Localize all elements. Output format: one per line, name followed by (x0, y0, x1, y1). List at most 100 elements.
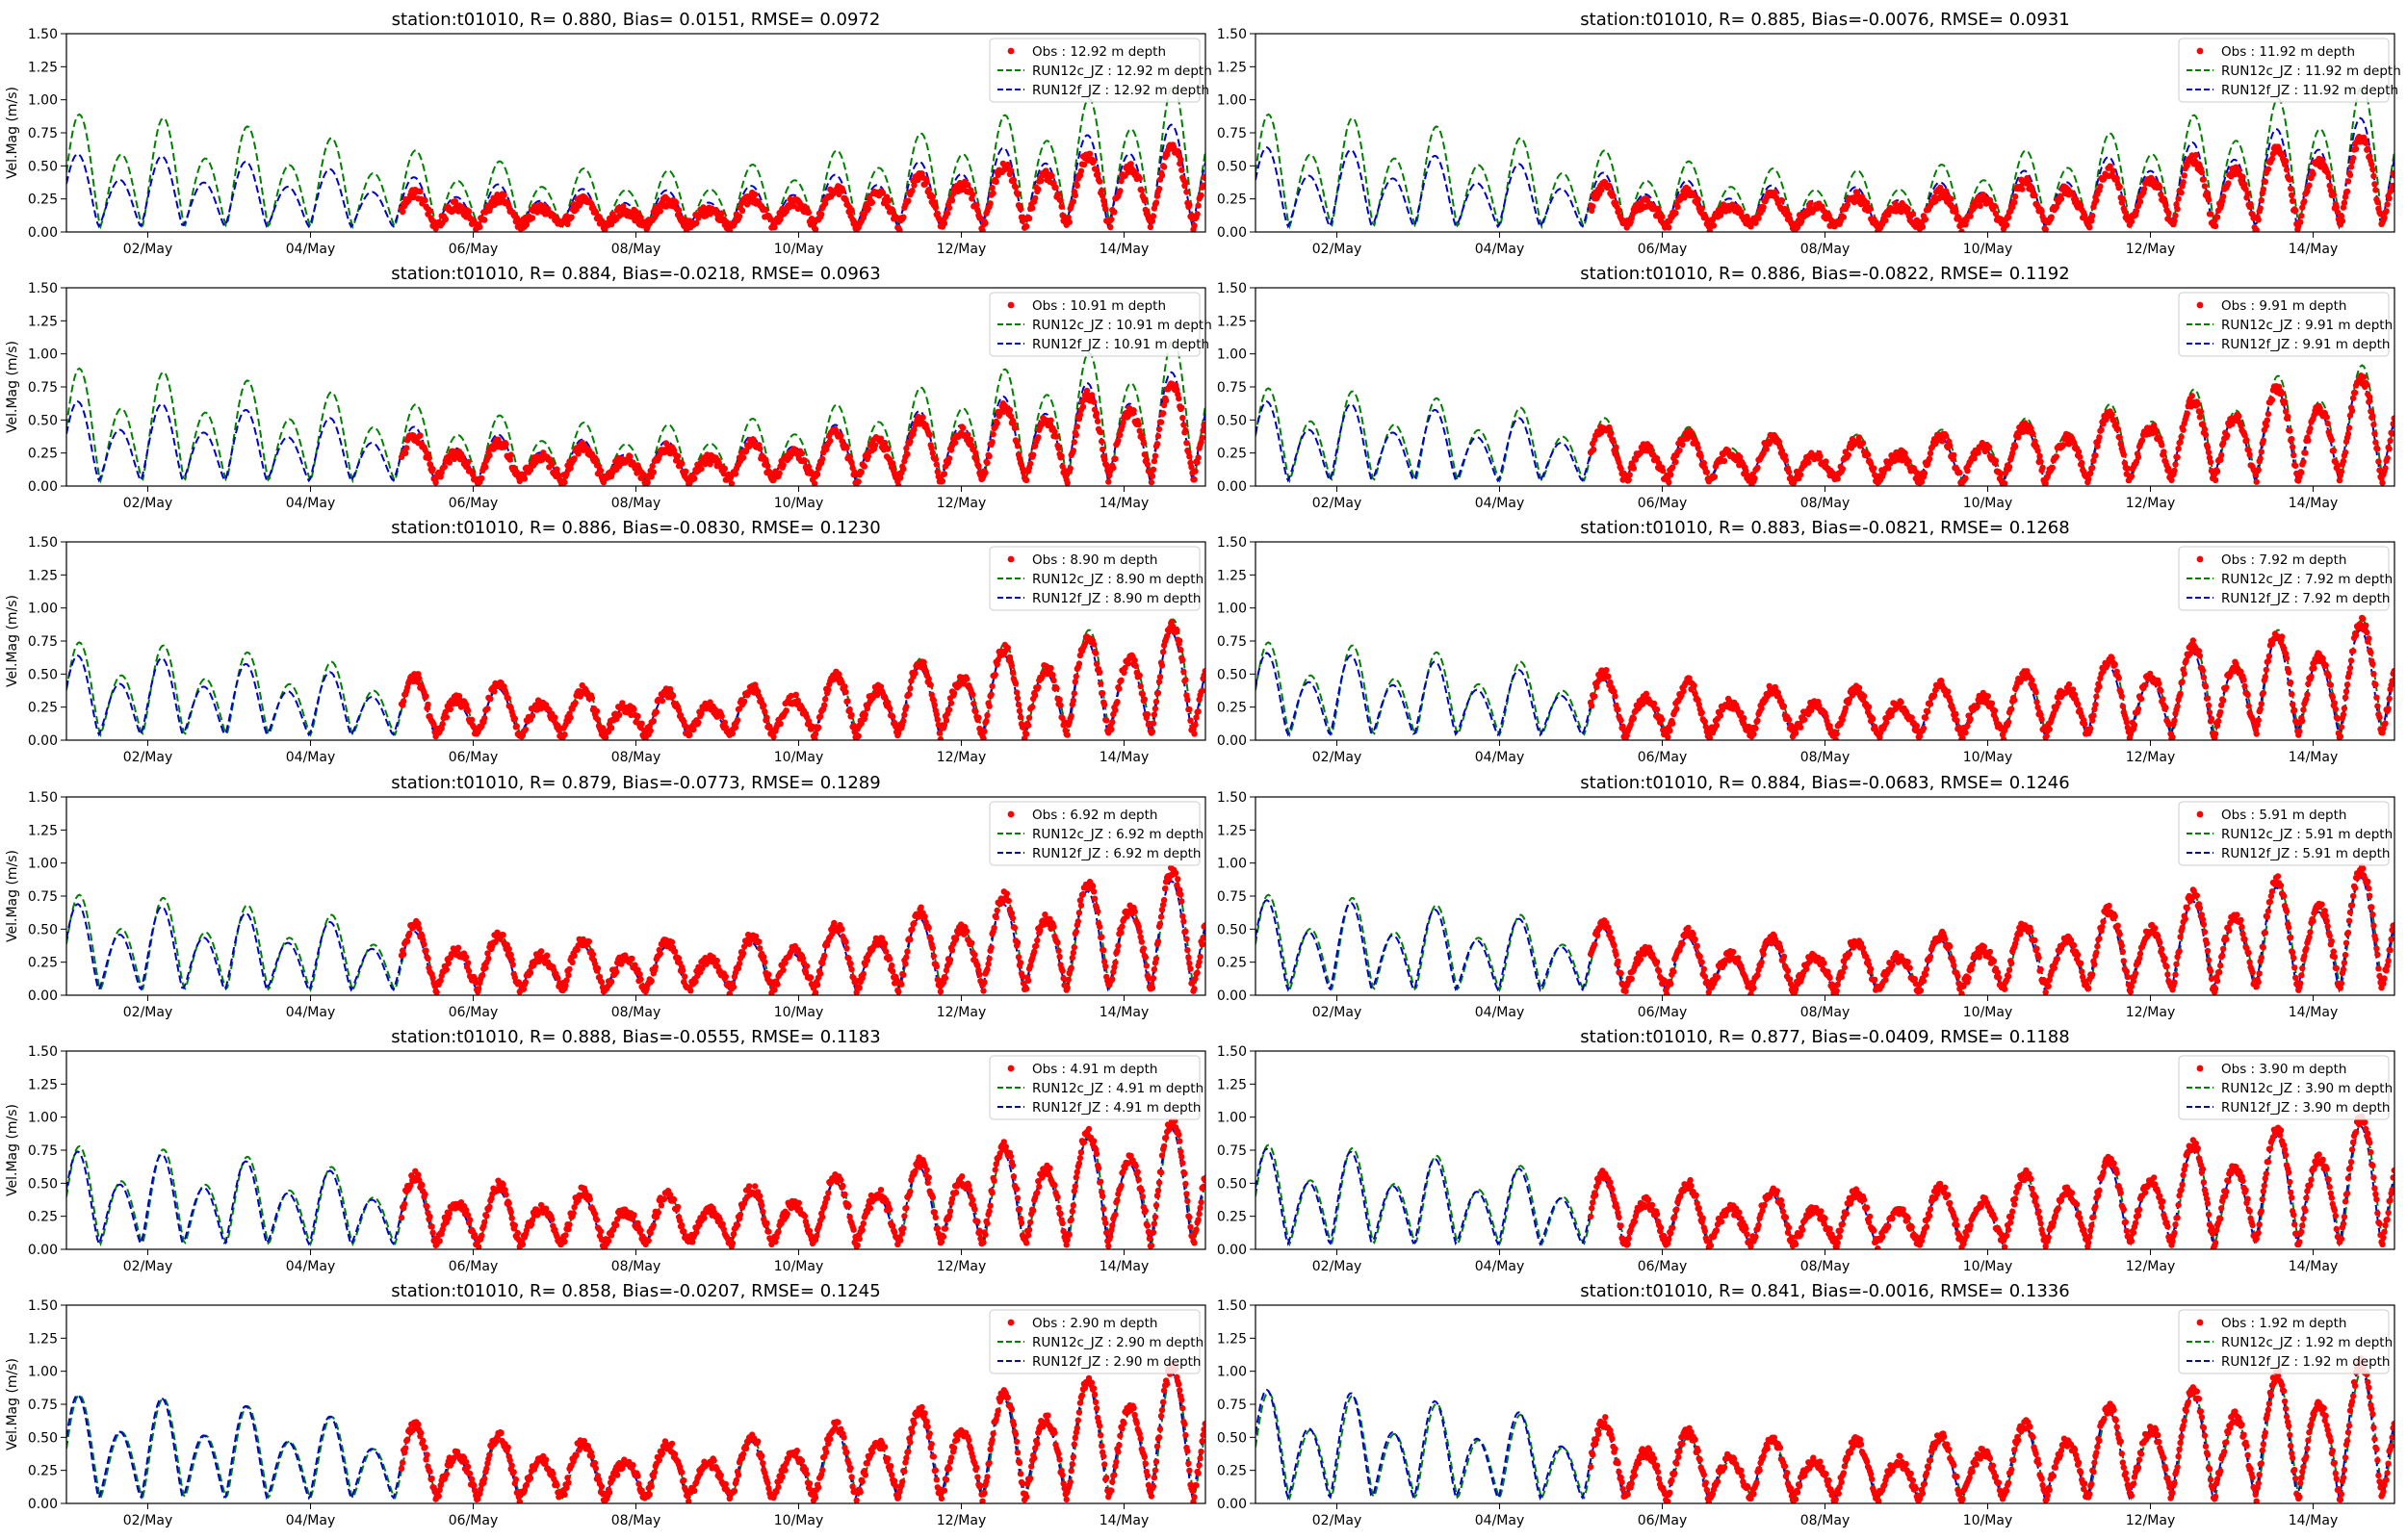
obs-point (602, 733, 609, 740)
obs-point (2037, 458, 2044, 465)
obs-point (482, 464, 489, 471)
y-tick-label: 0.25 (1217, 447, 1247, 462)
obs-point (2202, 683, 2210, 690)
obs-point (2342, 449, 2349, 456)
obs-point (2199, 667, 2207, 674)
obs-point (2199, 421, 2207, 427)
obs-point (2213, 468, 2221, 475)
obs-point (983, 718, 990, 725)
subplot-title: station:t01010, R= 0.880, Bias= 0.0151, … (392, 10, 881, 30)
obs-point (1174, 627, 1180, 633)
obs-point (1199, 687, 1205, 694)
obs-point (2390, 421, 2394, 427)
obs-point (1948, 195, 1954, 202)
obs-point (2181, 670, 2187, 678)
obs-point (970, 191, 976, 198)
legend-box (989, 546, 1201, 611)
obs-point (683, 468, 689, 475)
obs-point (2123, 719, 2130, 726)
obs-point (1863, 199, 1871, 206)
obs-point (1667, 728, 1673, 734)
y-tick-label: 1.50 (1217, 535, 1247, 551)
obs-point (2372, 439, 2379, 446)
x-tick-label: 08/May (611, 496, 660, 511)
obs-point (1038, 177, 1045, 184)
obs-point (1591, 446, 1597, 453)
obs-point (1653, 706, 1661, 713)
obs-point (842, 196, 849, 203)
x-tick-label: 12/May (2126, 242, 2175, 257)
obs-point (2365, 145, 2371, 152)
obs-point (693, 219, 700, 226)
obs-point (691, 475, 698, 482)
obs-point (1985, 444, 1993, 450)
obs-point (505, 695, 511, 702)
obs-point (2071, 691, 2079, 698)
obs-point (1801, 716, 1808, 723)
obs-point (2175, 446, 2182, 452)
obs-point (897, 475, 904, 481)
obs-point (1754, 717, 1761, 724)
obs-point (2300, 458, 2307, 466)
obs-point (644, 479, 651, 486)
obs-point (1681, 194, 1688, 201)
obs-point (1817, 453, 1824, 460)
obs-point (907, 438, 914, 445)
obs-point (2128, 473, 2135, 479)
obs-point (1177, 637, 1183, 645)
obs-point (836, 671, 842, 678)
obs-point (911, 182, 918, 189)
obs-point (1760, 204, 1767, 211)
obs-point (2292, 207, 2299, 214)
obs-point (2386, 194, 2393, 202)
y-tick-label: 1.00 (1217, 347, 1247, 363)
obs-point (1183, 440, 1190, 447)
obs-point (912, 670, 919, 677)
obs-point (2338, 213, 2345, 219)
obs-point (1157, 419, 1165, 425)
obs-point (2200, 674, 2208, 680)
obs-point (762, 708, 768, 715)
obs-point (1805, 459, 1812, 466)
obs-point (2290, 197, 2296, 204)
obs-point (1101, 701, 1108, 708)
obs-point (777, 720, 784, 728)
y-tick-label: 1.00 (28, 347, 58, 363)
obs-point (588, 695, 596, 702)
obs-point (1179, 415, 1186, 422)
obs-point (1056, 696, 1063, 703)
obs-point (1930, 692, 1938, 699)
obs-point (1882, 217, 1889, 224)
legend-obs-marker (1007, 47, 1015, 55)
obs-point (2369, 166, 2376, 173)
obs-point (931, 199, 938, 206)
obs-point (477, 223, 483, 230)
obs-point (2253, 226, 2260, 232)
obs-point (1158, 662, 1166, 669)
obs-point (950, 690, 958, 697)
obs-point (1150, 720, 1157, 727)
obs-point (964, 676, 971, 682)
obs-point (2162, 202, 2169, 209)
obs-point (674, 452, 682, 460)
obs-point (818, 211, 825, 218)
obs-point (1750, 731, 1757, 737)
obs-point (1153, 441, 1161, 448)
obs-point (2205, 196, 2213, 203)
obs-point (994, 420, 1000, 426)
obs-point (1109, 719, 1116, 726)
legend-entry: RUN12c_JZ : 8.90 m depth (1032, 572, 1204, 587)
obs-point (2352, 145, 2360, 152)
axes-frame (1255, 287, 2395, 487)
obs-point (1068, 712, 1074, 720)
obs-point (2220, 193, 2227, 200)
obs-point (855, 478, 862, 485)
obs-point (1195, 454, 1202, 461)
obs-point (1058, 203, 1065, 210)
obs-point (2006, 463, 2013, 471)
obs-point (2065, 680, 2073, 688)
obs-point (2177, 439, 2184, 446)
obs-point (1007, 167, 1015, 174)
obs-point (1158, 172, 1166, 179)
